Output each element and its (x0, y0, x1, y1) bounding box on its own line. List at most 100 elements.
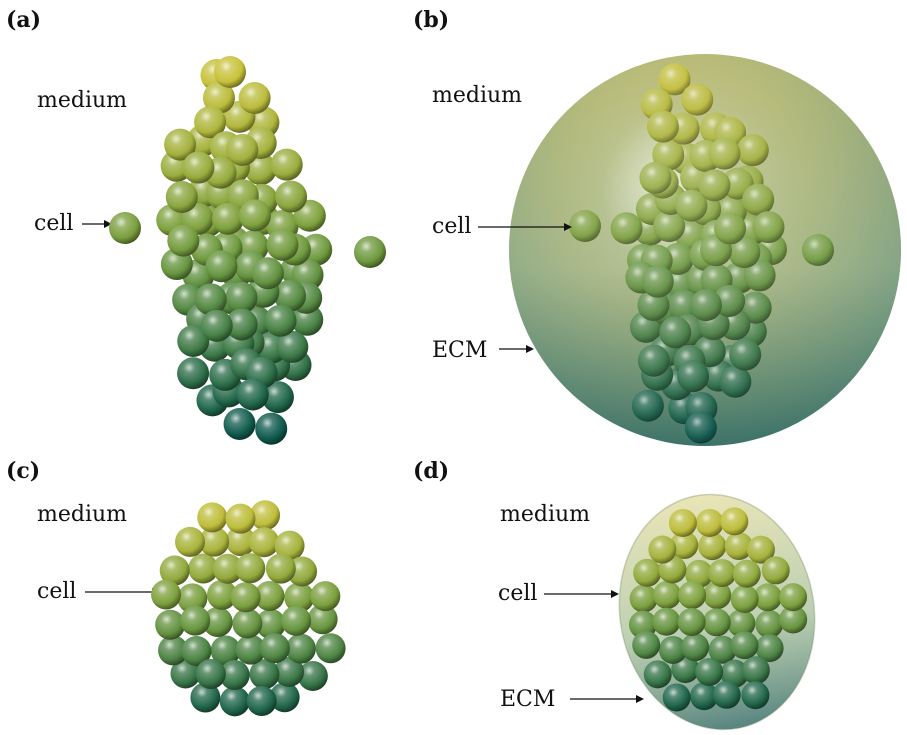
cell-sphere (170, 658, 201, 689)
cell-arrow-d (544, 590, 619, 598)
cell-sphere (755, 634, 784, 663)
cell-sphere (802, 234, 834, 266)
cell-sphere (206, 579, 237, 610)
cell-sphere (658, 635, 687, 664)
cell-sphere (741, 681, 770, 710)
cell-sphere (246, 685, 277, 716)
cell-sphere (200, 309, 233, 342)
cell-sphere (235, 634, 266, 665)
cell-sphere (177, 357, 210, 390)
cell-sphere (643, 660, 672, 689)
cell-sphere (199, 526, 230, 557)
medium-label-b: medium (432, 83, 522, 108)
cell-cluster-a (109, 56, 386, 445)
cell-sphere (261, 381, 294, 414)
cell-sphere (219, 686, 250, 717)
cell-sphere (677, 360, 710, 393)
ecm-arrow-b (499, 345, 534, 353)
cell-sphere (235, 553, 266, 584)
panel-d: (d) medium cell ECM (413, 458, 816, 731)
cell-sphere (214, 56, 246, 88)
cell-label-c: cell (37, 579, 76, 604)
cell-sphere (109, 212, 141, 244)
cell-sphere (226, 133, 259, 166)
cell-sphere (708, 635, 737, 664)
cell-sphere (190, 682, 221, 713)
cell-sphere (274, 279, 307, 312)
panel-c: (c) medium cell (6, 458, 346, 717)
medium-label-a: medium (37, 88, 127, 113)
cell-sphere (275, 180, 308, 213)
cell-sphere (212, 553, 243, 584)
cell-sphere (779, 583, 808, 612)
cell-sphere (265, 553, 296, 584)
cell-sphere (695, 657, 724, 686)
cell-sphere (249, 659, 280, 690)
cell-sphere (752, 211, 785, 244)
cell-sphere (269, 682, 300, 713)
panel-label-d: (d) (413, 458, 449, 484)
cell-sphere (698, 169, 731, 202)
cell-sphere (690, 682, 719, 711)
cell-sphere (225, 526, 256, 557)
ecm-label-b: ECM (432, 338, 487, 363)
cell-sphere (155, 609, 186, 640)
cell-sphere (315, 633, 346, 664)
cell-sphere (741, 656, 770, 685)
cell-sphere (266, 228, 299, 261)
cell-sphere (675, 189, 708, 222)
cell-sphere (712, 680, 741, 709)
cell-sphere (652, 607, 681, 636)
cell-sphere (236, 378, 269, 411)
cell-sphere (255, 412, 288, 445)
cell-sphere (284, 582, 315, 613)
cell-sphere (681, 633, 710, 662)
cell-sphere (708, 559, 737, 588)
cell-sphere (730, 631, 759, 660)
cell-sphere (259, 633, 290, 664)
cell-sphere (684, 411, 717, 444)
cell-sphere (685, 559, 714, 588)
cell-sphere (698, 532, 727, 561)
cell-cluster-c (151, 500, 346, 717)
cell-sphere (653, 210, 686, 243)
cell-sphere (610, 212, 643, 245)
cell-sphere (219, 659, 250, 690)
cell-sphere (225, 308, 258, 341)
panel-label-b: (b) (413, 7, 449, 33)
cell-sphere (702, 608, 731, 637)
cell-sphere (629, 584, 658, 613)
cell-label-d: cell (498, 581, 537, 606)
cell-sphere (736, 134, 769, 167)
cell-sphere (732, 559, 761, 588)
cell-sphere (225, 281, 258, 314)
cell-sphere (730, 584, 759, 613)
cell-sphere (164, 128, 197, 161)
cell-sphere (779, 605, 808, 634)
panel-b: (b) medium cell ECM (413, 7, 901, 446)
cell-label-b: cell (432, 214, 471, 239)
cell-sphere (632, 630, 661, 659)
cell-sphere (255, 608, 286, 639)
cell-cluster-b (569, 63, 834, 444)
cell-sphere (668, 508, 697, 537)
cell-sphere (714, 212, 747, 245)
cell-sphere (238, 82, 271, 115)
cell-sphere (249, 527, 280, 558)
cell-sphere (297, 660, 328, 691)
cell-sphere (727, 609, 756, 638)
cell-sphere (658, 63, 691, 96)
cell-sphere (637, 344, 670, 377)
cell-sphere (225, 503, 256, 534)
cell-sphere (158, 635, 189, 666)
cell-sphere (202, 81, 235, 114)
cell-sphere (182, 151, 215, 184)
cell-sphere (728, 236, 761, 269)
cell-sphere (677, 608, 706, 637)
cell-sphere (264, 304, 297, 337)
cell-label-a: cell (34, 211, 73, 236)
cell-sphere (281, 605, 312, 636)
cell-sphere (753, 583, 782, 612)
cell-sphere (223, 407, 256, 440)
